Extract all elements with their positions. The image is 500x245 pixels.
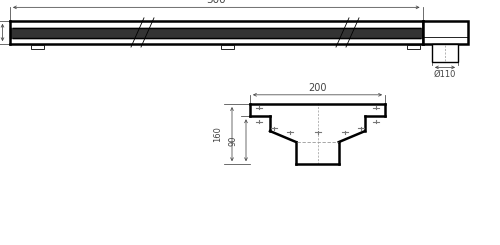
Text: Ø110: Ø110: [434, 69, 456, 78]
Bar: [407, 45, 420, 49]
Bar: [221, 45, 234, 49]
Bar: [31, 45, 44, 49]
Text: 160: 160: [213, 126, 222, 142]
Bar: [432, 44, 458, 62]
Text: 500: 500: [206, 0, 226, 5]
Text: 200: 200: [308, 83, 327, 93]
Text: 90: 90: [229, 135, 238, 146]
Bar: [422, 21, 468, 44]
